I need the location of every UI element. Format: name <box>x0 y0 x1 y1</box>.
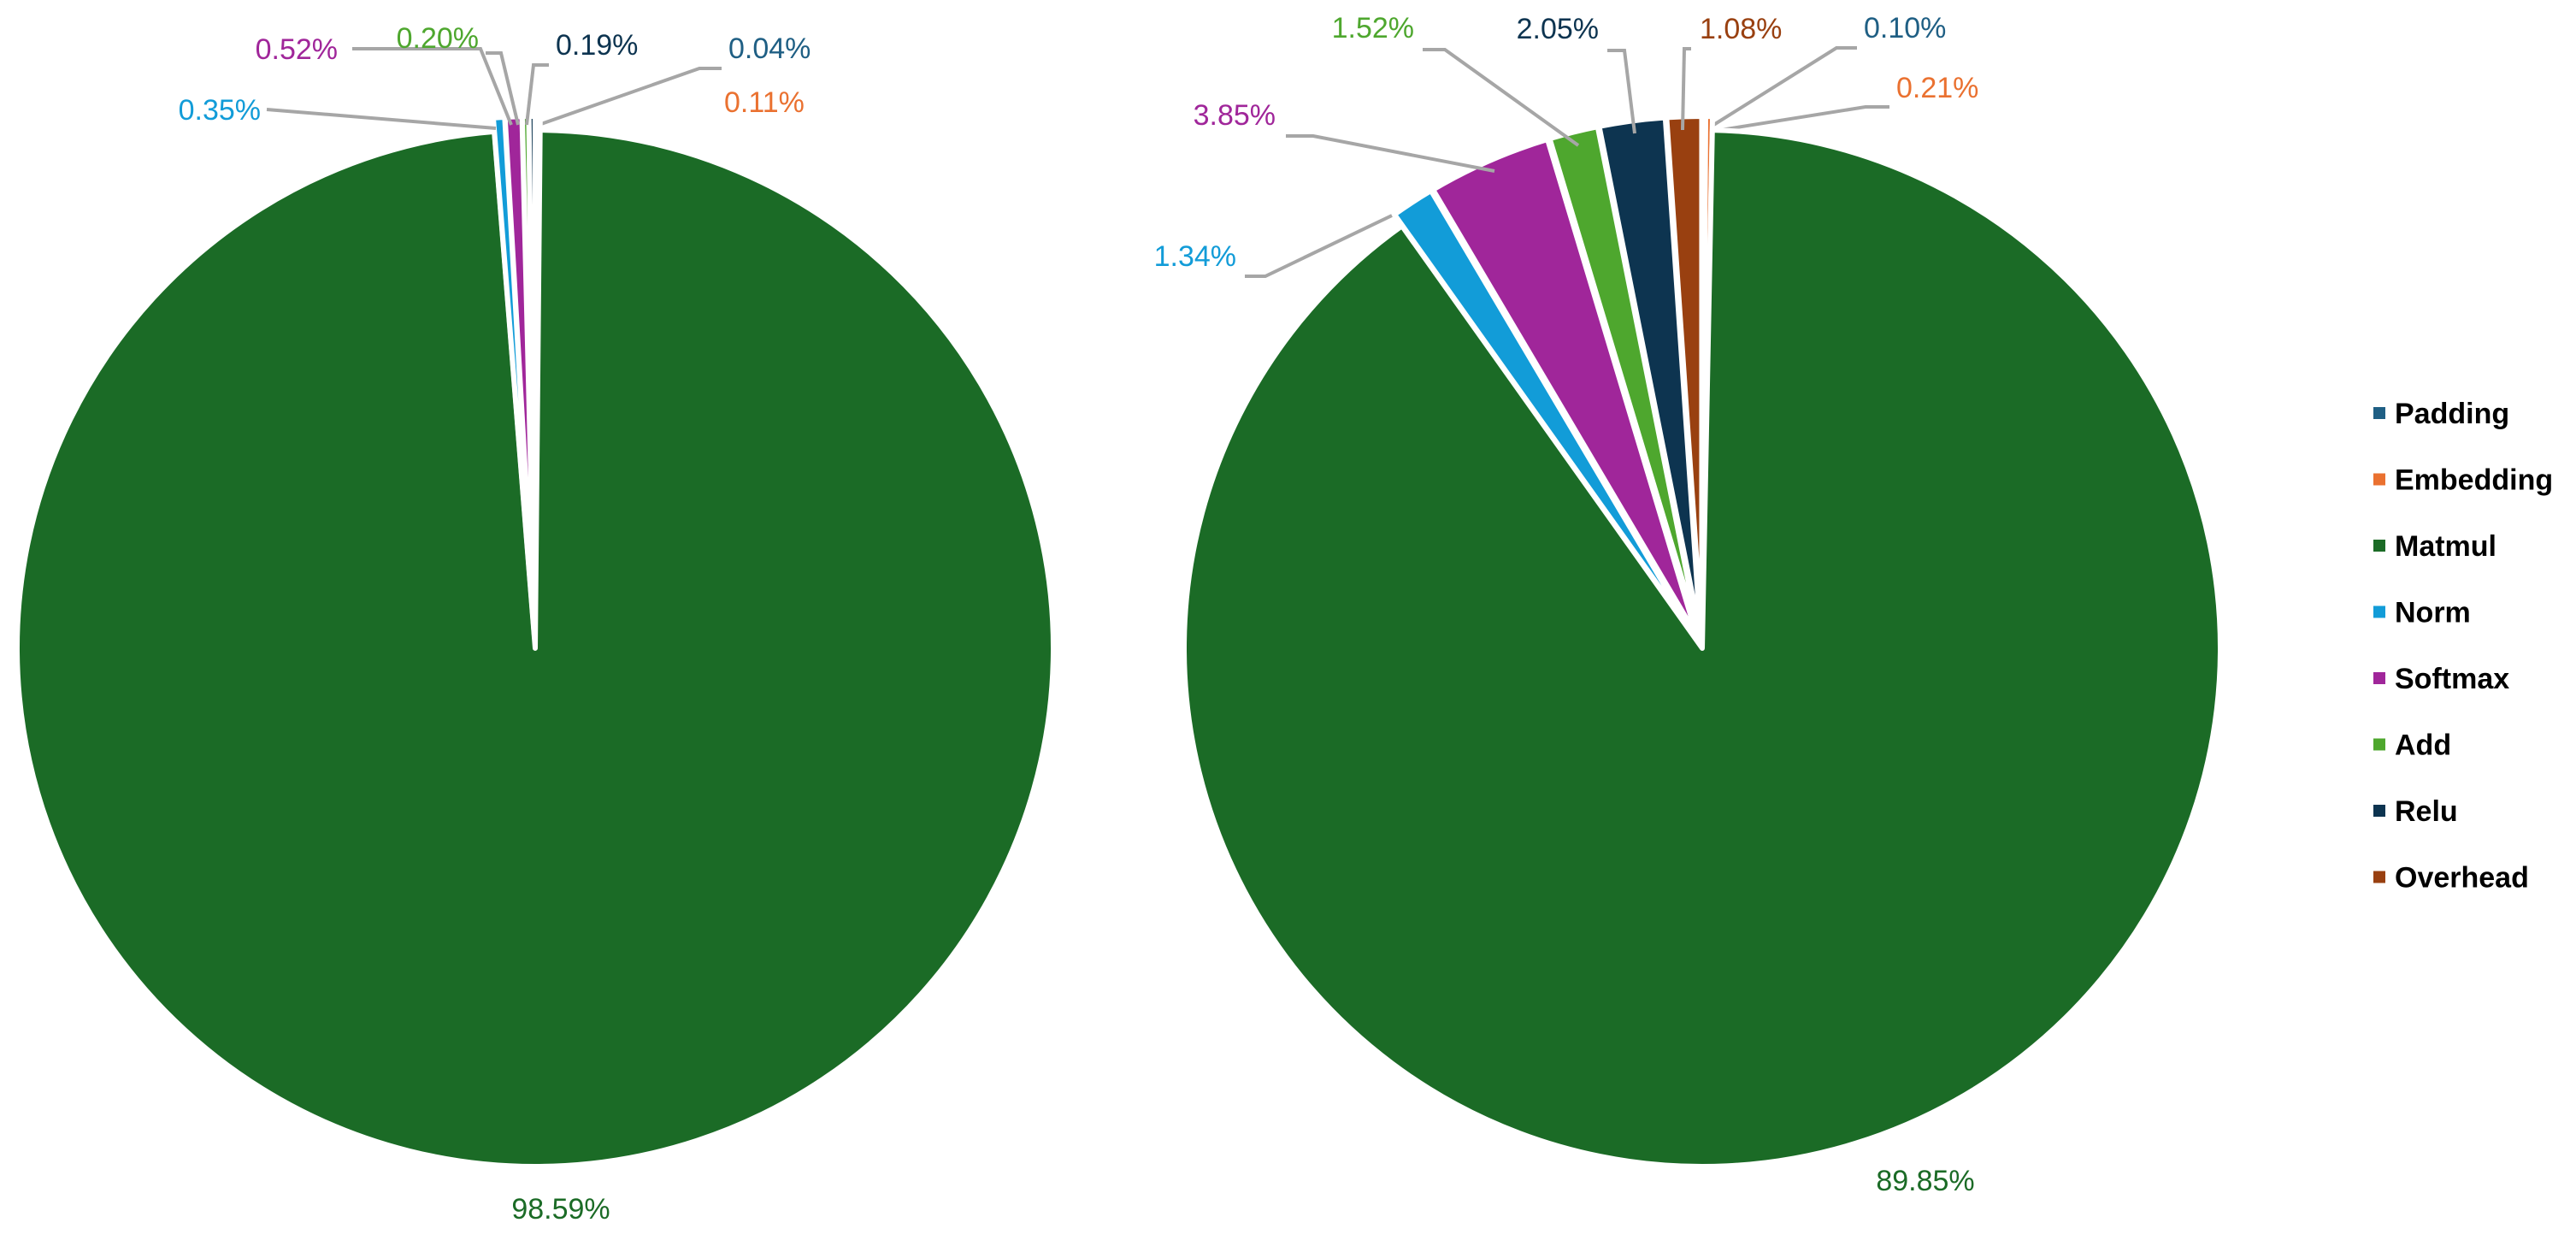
legend-label: Softmax <box>2395 663 2509 695</box>
data-label-softmax: 3.85% <box>1194 99 1276 132</box>
leader-line-relu <box>1607 49 1636 134</box>
leader-line-overhead <box>1681 47 1691 131</box>
legend-label: Embedding <box>2395 464 2553 497</box>
data-label-relu: 0.19% <box>556 29 638 62</box>
leader-line-add <box>486 51 520 126</box>
leader-line-relu <box>525 63 549 126</box>
legend-item-overhead: Overhead <box>2373 862 2529 895</box>
data-label-add: 0.20% <box>397 22 479 55</box>
legend-item-padding: Padding <box>2373 398 2509 430</box>
legend: Padding Embedding Matmul Norm Softmax Add Relu… <box>2373 398 2553 895</box>
data-label-matmul: 98.59% <box>511 1193 610 1226</box>
data-label-norm: 1.34% <box>1154 240 1236 273</box>
legend-item-softmax: Softmax <box>2373 663 2509 695</box>
data-label-padding: 0.10% <box>1864 12 1946 44</box>
leader-line-padding <box>1707 46 1857 130</box>
legend-item-add: Add <box>2373 729 2451 762</box>
data-label-overhead: 1.08% <box>1700 13 1782 45</box>
pie-slice-matmul <box>1182 127 2223 1169</box>
legend-swatch <box>2373 871 2385 883</box>
legend-swatch <box>2373 805 2385 817</box>
legend-item-norm: Norm <box>2373 597 2471 629</box>
legend-swatch <box>2373 540 2385 552</box>
data-label-norm: 0.35% <box>179 94 261 127</box>
leader-line-embedding <box>1709 105 1889 133</box>
legend-item-embedding: Embedding <box>2373 464 2553 497</box>
data-label-padding: 0.04% <box>728 32 811 65</box>
legend-label: Overhead <box>2395 862 2529 895</box>
legend-swatch <box>2373 672 2385 684</box>
leader-line-add <box>1423 48 1580 147</box>
legend-swatch <box>2373 605 2385 618</box>
legend-item-relu: Relu <box>2373 795 2458 828</box>
data-label-softmax: 0.52% <box>256 33 338 66</box>
data-label-add: 1.52% <box>1332 12 1414 44</box>
legend-label: Norm <box>2395 597 2471 629</box>
data-label-embedding: 0.11% <box>724 86 805 119</box>
pie-chart-left: 0.04% 0.11% 98.59% 0.35% 0.52% 0.20% 0.19% <box>14 22 1056 1226</box>
data-label-matmul: 89.85% <box>1876 1165 1974 1197</box>
pie-slice-embedding <box>1700 114 1716 638</box>
leader-line-padding <box>538 67 722 127</box>
legend-item-matmul: Matmul <box>2373 530 2496 563</box>
leader-line-softmax <box>1286 134 1495 173</box>
legend-label: Matmul <box>2395 530 2496 563</box>
leader-line-norm <box>266 108 497 130</box>
legend-label: Relu <box>2395 795 2458 828</box>
legend-swatch <box>2373 407 2385 419</box>
pie-slice-matmul <box>14 127 1056 1169</box>
legend-label: Padding <box>2395 398 2509 430</box>
data-label-relu: 2.05% <box>1517 13 1599 45</box>
legend-swatch <box>2373 473 2385 486</box>
data-label-embedding: 0.21% <box>1896 72 1978 104</box>
leader-line-norm <box>1245 214 1393 278</box>
legend-label: Add <box>2395 729 2451 762</box>
pie-chart-right: 0.10% 0.21% 89.85% 1.34% 3.85% 1.52% 2.05% 1.08… <box>1154 12 2223 1197</box>
leader-line-softmax <box>352 47 513 126</box>
legend-swatch <box>2373 738 2385 751</box>
